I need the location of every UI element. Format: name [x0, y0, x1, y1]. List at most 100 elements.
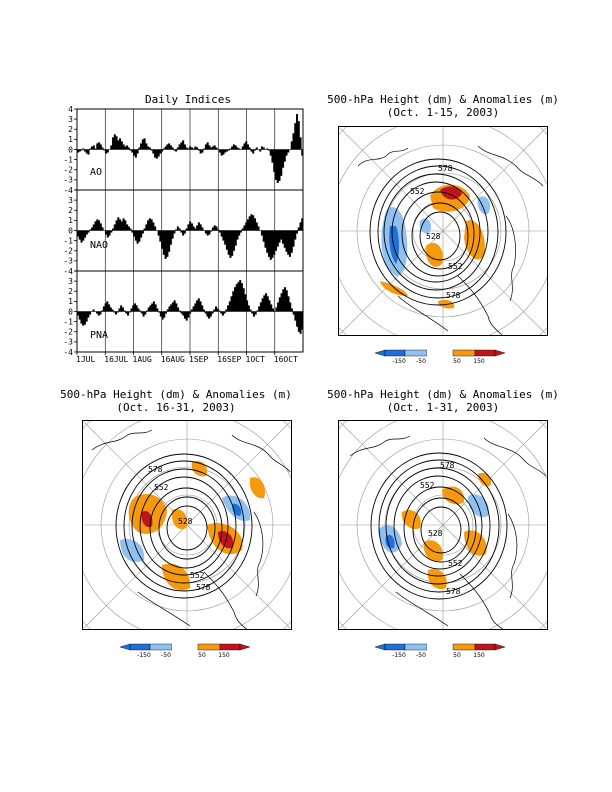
index-bar — [194, 303, 197, 312]
map3-title-line1: 500-hPa Height (dm) & Anomalies (m) — [327, 388, 559, 401]
index-bar — [301, 218, 304, 231]
index-bar — [129, 149, 132, 151]
index-bar — [269, 149, 272, 156]
index-bar — [152, 149, 155, 154]
index-bar — [218, 310, 221, 312]
index-bar — [199, 149, 202, 154]
colorbar-swatch — [384, 643, 406, 651]
index-bar — [115, 136, 118, 150]
index-bar — [271, 230, 274, 258]
index-bar — [124, 220, 127, 231]
index-bar — [281, 230, 285, 244]
y-tick-label: 3 — [68, 115, 73, 124]
index-bar — [194, 228, 197, 231]
index-bar — [262, 230, 265, 242]
index-bar — [262, 147, 265, 150]
index-bar — [282, 289, 285, 312]
index-bar — [283, 149, 286, 162]
index-bar — [117, 217, 120, 231]
index-bar — [266, 296, 269, 312]
index-bar — [192, 226, 195, 231]
index-bar — [228, 301, 231, 312]
index-bar — [296, 311, 299, 327]
index-bar — [248, 216, 251, 231]
index-bar — [269, 230, 272, 260]
x-tick-label: 1SEP — [189, 355, 208, 364]
y-tick-label: -4 — [63, 267, 73, 276]
index-bar — [132, 305, 135, 312]
index-bar — [84, 149, 87, 152]
x-tick-label: 16JUL — [104, 355, 128, 364]
contour-label: 552 — [448, 559, 463, 568]
index-bar — [106, 230, 109, 238]
index-bar — [183, 311, 186, 319]
index-bar — [241, 146, 244, 150]
index-bar — [135, 305, 138, 312]
index-bar — [77, 149, 80, 153]
index-bar — [233, 287, 237, 312]
index-bar — [154, 304, 157, 312]
index-bar — [246, 219, 249, 231]
colorbar-label: -50 — [416, 652, 426, 659]
index-bar — [125, 311, 128, 314]
index-bar — [169, 230, 172, 245]
index-bar — [290, 308, 293, 312]
index-bar — [128, 311, 131, 313]
index-bar — [148, 218, 151, 231]
index-bar — [263, 295, 266, 312]
x-tick-label: 1OCT — [246, 355, 265, 364]
index-bar — [264, 230, 267, 248]
index-bar — [301, 311, 304, 330]
index-bar — [278, 230, 281, 243]
index-bar — [227, 305, 230, 312]
anomaly-shading — [478, 472, 492, 487]
index-bar — [87, 149, 90, 155]
index-bar — [99, 311, 102, 315]
x-tick-label: 1AUG — [133, 355, 152, 364]
index-bar — [101, 147, 104, 150]
index-bar — [92, 145, 95, 150]
index-bar — [204, 144, 207, 150]
index-bar — [237, 282, 240, 312]
index-bar — [247, 305, 250, 312]
index-bar — [130, 308, 133, 312]
index-bar — [134, 149, 137, 158]
index-bar — [133, 230, 136, 237]
index-bar — [244, 294, 247, 312]
colorbar-label: 150 — [473, 358, 485, 365]
index-bar — [147, 307, 150, 312]
index-bar — [252, 311, 255, 317]
index-bar — [258, 306, 261, 312]
index-bar — [280, 230, 283, 240]
index-bar — [164, 311, 168, 314]
colorbar-label: -50 — [416, 358, 426, 365]
index-bar — [138, 230, 141, 242]
index-bar — [241, 228, 244, 231]
index-bar — [221, 311, 224, 316]
index-bar — [161, 230, 164, 249]
index-bar — [84, 230, 87, 238]
anomaly-shading — [440, 186, 462, 200]
index-bar — [278, 297, 281, 312]
index-bar — [144, 311, 147, 315]
index-bar — [250, 214, 253, 231]
index-bar — [209, 311, 212, 317]
index-bar — [235, 284, 238, 312]
index-bar — [224, 230, 227, 245]
index-bar — [227, 149, 230, 151]
contour-label: 578 — [438, 164, 453, 173]
index-bar — [242, 288, 245, 312]
index-bar — [201, 305, 204, 312]
index-bar — [256, 310, 259, 312]
index-bar — [190, 147, 193, 150]
index-bar — [77, 230, 80, 237]
index-bar — [180, 142, 183, 150]
anomaly-shading — [141, 510, 153, 528]
y-tick-label: 0 — [68, 307, 73, 316]
map-oct-16-31: 578 552 528 552 578 — [82, 420, 292, 630]
index-bar — [261, 298, 264, 312]
index-bar — [236, 147, 239, 150]
index-bar — [159, 230, 162, 242]
index-bar — [189, 221, 192, 231]
index-bar — [294, 123, 297, 150]
